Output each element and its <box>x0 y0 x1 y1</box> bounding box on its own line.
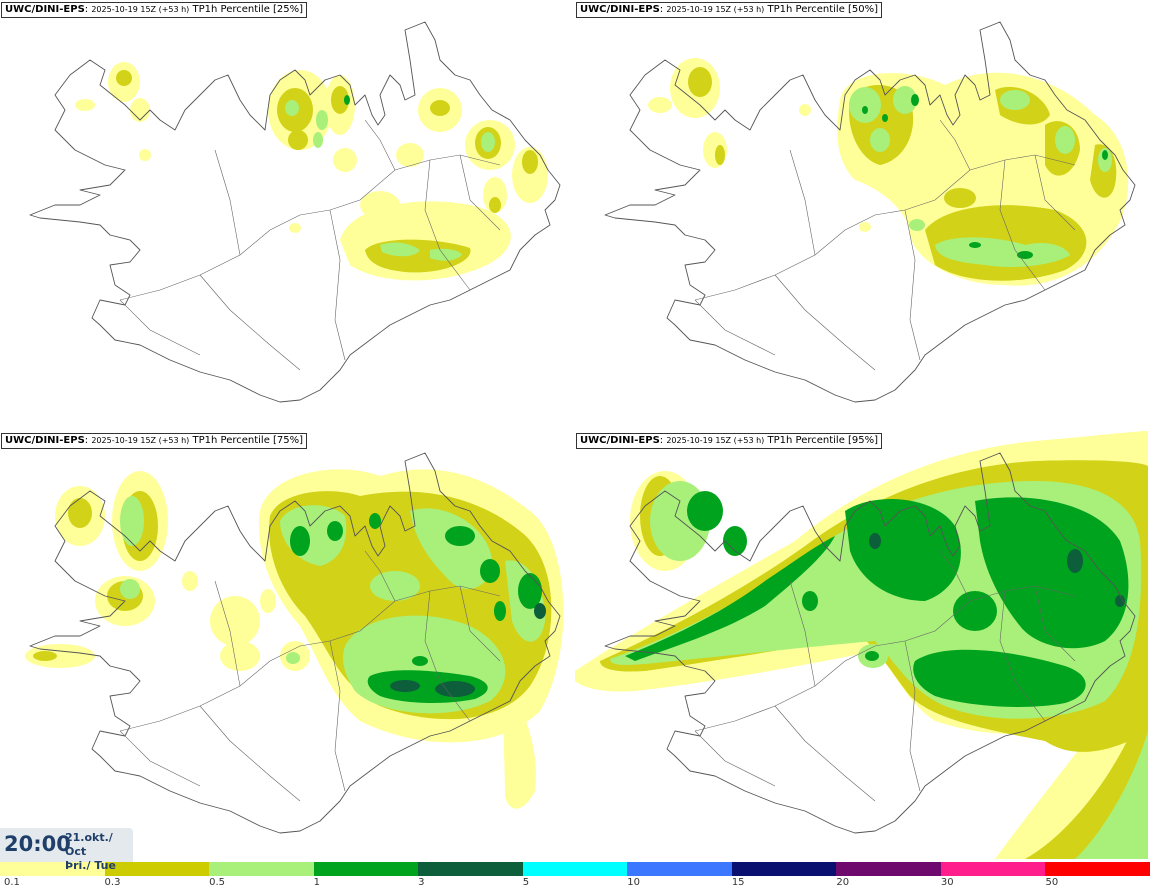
colorbar-segment <box>313 862 419 876</box>
map-panel-p95: UWC/DINI-EPS: 2025-10-19 15Z (+53 h) TP1… <box>575 431 1148 859</box>
precip-1 <box>862 94 1108 259</box>
precip-0.5 <box>849 86 1112 267</box>
colorbar-tick-label: 3 <box>418 877 425 888</box>
iceland-coastline <box>29 452 561 834</box>
panel-title: UWC/DINI-EPS: 2025-10-19 15Z (+53 h) TP1… <box>576 433 883 449</box>
valid-date: 21.okt./ Oct Þri./ Tue <box>65 831 133 873</box>
precip-3 <box>869 533 1125 607</box>
valid-time: 20:00 <box>4 832 71 856</box>
iceland-coastline <box>604 452 1136 834</box>
colorbar-tick-label: 0.3 <box>104 877 121 888</box>
map-panel-p50: UWC/DINI-EPS: 2025-10-19 15Z (+53 h) TP1… <box>575 0 1148 428</box>
model-name: UWC/DINI-EPS <box>580 435 660 446</box>
colorbar-tick-label: 10 <box>627 877 640 888</box>
precip-3 <box>390 603 546 697</box>
colorbar-tick-label: 50 <box>1045 877 1059 888</box>
precip-0.3 <box>116 70 538 273</box>
colorbar-tick-label: 1 <box>313 877 320 888</box>
run-time: 2025-10-19 15Z (+53 h) <box>91 5 190 14</box>
precip-map <box>29 21 561 403</box>
precip-1 <box>344 95 350 105</box>
colorbar-segment <box>522 862 628 876</box>
panel-title: UWC/DINI-EPS: 2025-10-19 15Z (+53 h) TP1… <box>1 2 308 18</box>
valid-date-line2: Þri./ Tue <box>65 859 116 872</box>
colorbar-segment <box>627 862 732 876</box>
panel-divider <box>573 0 575 862</box>
colorbar-segment <box>836 862 941 876</box>
colorbar-tick-label: 15 <box>731 877 745 888</box>
field-name: TP1h Percentile [75%] <box>192 435 304 446</box>
precip-map <box>604 21 1136 403</box>
iceland-coastline <box>604 21 1136 403</box>
panel-divider <box>0 428 1150 431</box>
colorbar-segment <box>940 862 1046 876</box>
panel-title: UWC/DINI-EPS: 2025-10-19 15Z (+53 h) TP1… <box>576 2 883 18</box>
colorbar-tick-label: 20 <box>836 877 850 888</box>
colorbar-segment <box>0 862 105 876</box>
map-panel-p75: UWC/DINI-EPS: 2025-10-19 15Z (+53 h) TP1… <box>0 431 573 859</box>
map-panel-p25: UWC/DINI-EPS: 2025-10-19 15Z (+53 h) TP1… <box>0 0 573 428</box>
model-name: UWC/DINI-EPS <box>580 4 660 15</box>
precip-0.5 <box>285 100 495 261</box>
panel-title: UWC/DINI-EPS: 2025-10-19 15Z (+53 h) TP1… <box>1 433 308 449</box>
run-time: 2025-10-19 15Z (+53 h) <box>91 436 190 445</box>
precip-colorbar <box>0 862 1150 876</box>
roads-rivers <box>694 550 1076 802</box>
run-time: 2025-10-19 15Z (+53 h) <box>666 5 765 14</box>
roads-rivers <box>119 550 501 802</box>
colorbar-segment <box>418 862 523 876</box>
roads-rivers <box>694 119 1076 371</box>
valid-date-line1: 21.okt./ Oct <box>65 831 113 858</box>
colorbar-tick-label: 30 <box>940 877 954 888</box>
precip-0.1 <box>75 62 548 281</box>
colorbar-segment <box>104 862 210 876</box>
precip-1 <box>625 491 1129 707</box>
colorbar-tick-label: 0.1 <box>4 877 20 888</box>
model-name: UWC/DINI-EPS <box>5 435 85 446</box>
precip-map <box>25 452 564 834</box>
field-name: TP1h Percentile [50%] <box>767 4 879 15</box>
run-time: 2025-10-19 15Z (+53 h) <box>666 436 765 445</box>
field-name: TP1h Percentile [95%] <box>767 435 879 446</box>
precip-map <box>575 431 1148 859</box>
colorbar-segment <box>731 862 837 876</box>
colorbar-tick-label: 0.5 <box>209 877 225 888</box>
valid-time-box: 20:00 21.okt./ Oct Þri./ Tue <box>0 828 133 872</box>
field-name: TP1h Percentile [25%] <box>192 4 304 15</box>
colorbar-segment <box>209 862 314 876</box>
colorbar-labels: 0.1 0.3 0.5 1 3 5 10 15 20 30 50 <box>0 876 1150 891</box>
colorbar-segment <box>1045 862 1150 876</box>
roads-rivers <box>119 119 501 371</box>
iceland-coastline <box>29 21 561 403</box>
colorbar-tick-label: 5 <box>522 877 530 888</box>
model-name: UWC/DINI-EPS <box>5 4 85 15</box>
